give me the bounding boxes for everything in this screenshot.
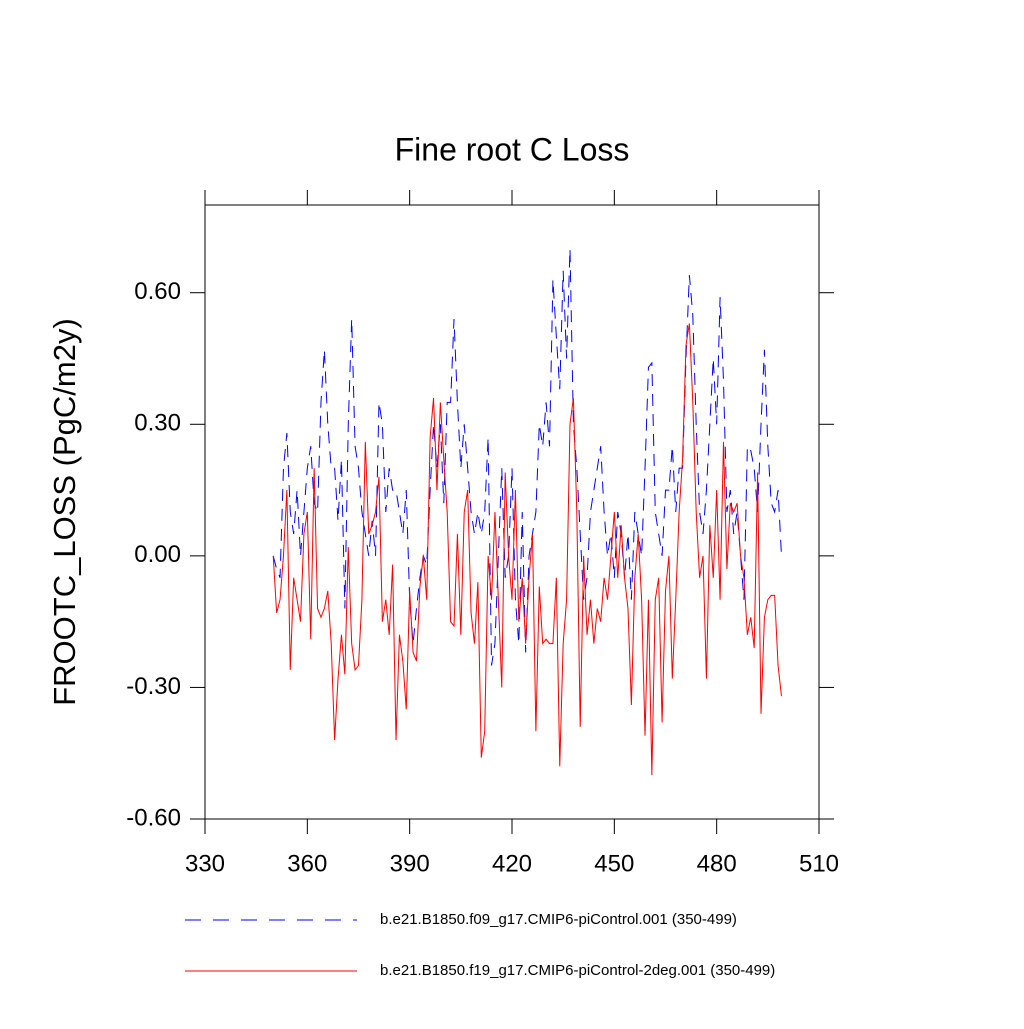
y-tick-label: 0.00 xyxy=(134,541,181,568)
x-tick-label: 420 xyxy=(492,850,532,877)
x-tick-label: 480 xyxy=(697,850,737,877)
chart-title: Fine root C Loss xyxy=(395,131,630,167)
y-tick-label: 0.60 xyxy=(134,278,181,305)
y-tick-label: 0.30 xyxy=(134,410,181,437)
legend-label: b.e21.B1850.f09_g17.CMIP6-piControl.001 … xyxy=(380,911,737,928)
x-tick-label: 390 xyxy=(390,850,430,877)
x-tick-label: 450 xyxy=(594,850,634,877)
y-axis-label: FROOTC_LOSS (PgC/m2y) xyxy=(47,318,82,706)
y-tick-label: -0.60 xyxy=(126,804,181,831)
series-line xyxy=(272,248,782,666)
series-line xyxy=(272,323,782,776)
x-tick-label: 330 xyxy=(185,850,225,877)
x-tick-label: 510 xyxy=(799,850,839,877)
x-tick-label: 360 xyxy=(287,850,327,877)
y-tick-label: -0.30 xyxy=(126,673,181,700)
legend-label: b.e21.B1850.f19_g17.CMIP6-piControl-2deg… xyxy=(380,962,775,979)
